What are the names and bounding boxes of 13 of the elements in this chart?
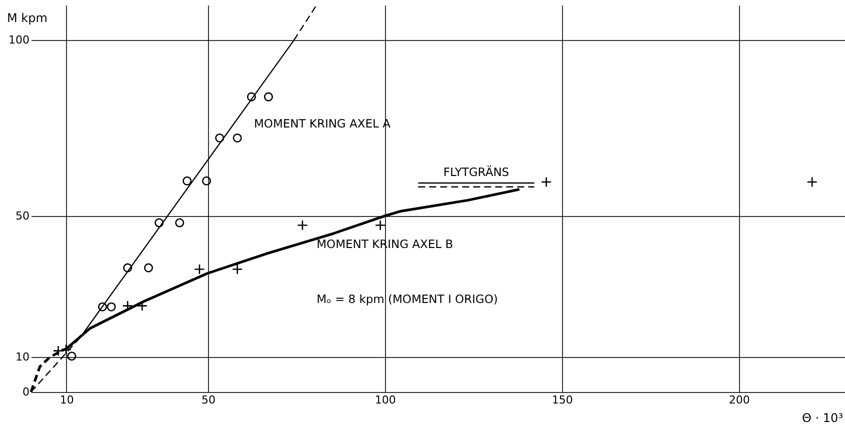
x-tick-label: 150 bbox=[552, 394, 573, 406]
y-tick-label: 0 bbox=[22, 386, 30, 398]
annotation: Mₒ = 8 kpm (MOMENT I ORIGO) bbox=[316, 292, 498, 306]
x-tick-label: 10 bbox=[60, 394, 74, 406]
y-tick-label: 10 bbox=[16, 350, 30, 364]
x-tick-label: 100 bbox=[374, 394, 396, 406]
series-label: FLYTGRÄNS bbox=[443, 165, 510, 180]
y-tick-label: 100 bbox=[8, 34, 30, 47]
y-axis-title: M kpm bbox=[7, 11, 48, 25]
x-tick-label: 200 bbox=[728, 394, 750, 406]
x-tick-label: 50 bbox=[201, 394, 216, 406]
x-axis-title: Θ · 10³ bbox=[802, 411, 844, 425]
y-tick-label: 50 bbox=[16, 210, 30, 223]
